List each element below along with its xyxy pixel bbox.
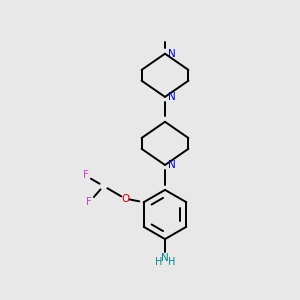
Text: O: O bbox=[121, 194, 129, 204]
Text: H: H bbox=[155, 257, 162, 267]
Text: F: F bbox=[86, 197, 92, 207]
Text: N: N bbox=[168, 49, 176, 59]
Text: N: N bbox=[168, 92, 176, 102]
Text: N: N bbox=[168, 160, 176, 170]
Text: F: F bbox=[82, 170, 88, 180]
Text: H: H bbox=[168, 257, 175, 267]
Text: N: N bbox=[161, 253, 169, 263]
